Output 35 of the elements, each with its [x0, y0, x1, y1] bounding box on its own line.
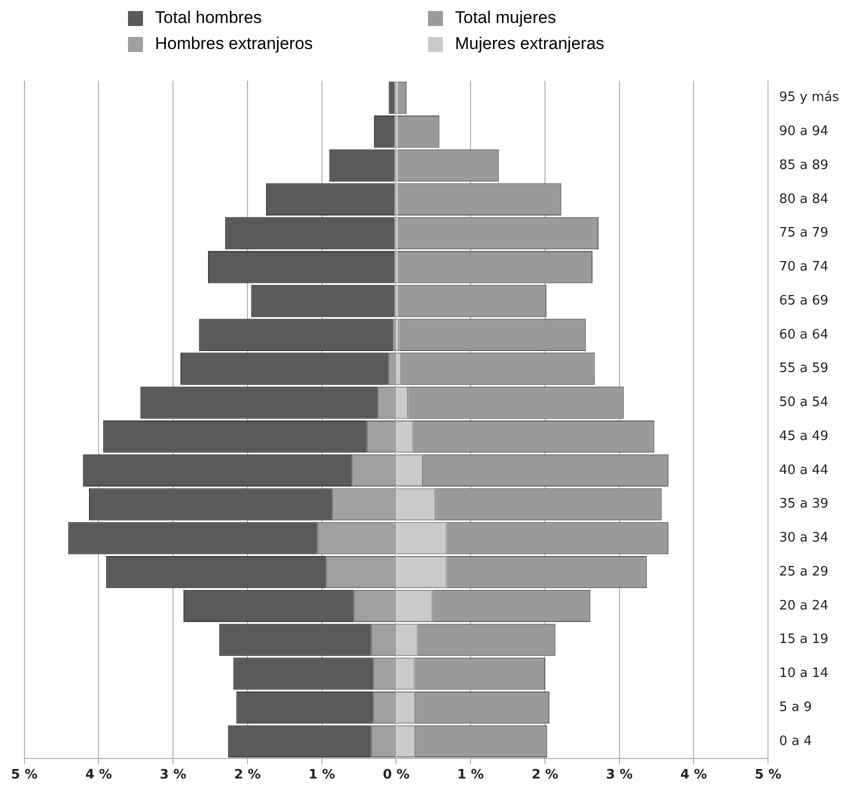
y-tick-label: 15 a 19 — [779, 632, 828, 648]
x-tick-label: 4 % — [85, 768, 112, 783]
y-tick-label: 80 a 84 — [779, 192, 828, 207]
y-tick-label: 25 a 29 — [779, 564, 828, 580]
x-tick-label: 5 % — [754, 768, 782, 783]
y-tick-label: 65 a 69 — [779, 293, 828, 308]
legend-label: Hombres extranjeros — [155, 34, 313, 54]
y-tick-label: 0 a 4 — [779, 734, 812, 749]
y-tick-label: 75 a 79 — [779, 226, 828, 241]
x-tick-label: 1 % — [457, 768, 484, 783]
y-tick-label: 60 a 64 — [779, 327, 828, 342]
y-tick-label: 20 a 24 — [779, 598, 828, 614]
legend-label: Total hombres — [155, 8, 262, 28]
x-tick-label: 2 % — [234, 768, 261, 783]
x-tick-label: 3 % — [606, 768, 633, 783]
x-tick-label: 2 % — [532, 768, 558, 783]
y-tick-label: 90 a 94 — [779, 124, 828, 139]
x-tick-label: 3 % — [160, 768, 186, 783]
y-tick-label: 70 a 74 — [779, 260, 828, 275]
y-tick-label: 40 a 44 — [779, 462, 828, 478]
y-tick-label: 35 a 39 — [779, 496, 828, 512]
y-tick-label: 10 a 14 — [779, 666, 828, 682]
x-tick-label: 5 % — [10, 768, 38, 783]
y-tick-label: 45 a 49 — [779, 428, 828, 444]
y-tick-label: 30 a 34 — [779, 530, 828, 546]
x-tick-label: 1 % — [308, 768, 336, 783]
y-tick-label: 55 a 59 — [779, 361, 828, 376]
y-tick-label: 95 y más — [779, 90, 840, 106]
x-tick-label: 4 % — [680, 768, 708, 783]
x-tick-label: 0 % — [382, 768, 410, 783]
legend-label: Total mujeres — [455, 8, 556, 28]
y-tick-label: 85 a 89 — [779, 158, 828, 173]
y-tick-label: 5 a 9 — [779, 700, 812, 715]
legend-label: Mujeres extranjeras — [455, 34, 604, 54]
y-tick-label: 50 a 54 — [779, 395, 828, 410]
